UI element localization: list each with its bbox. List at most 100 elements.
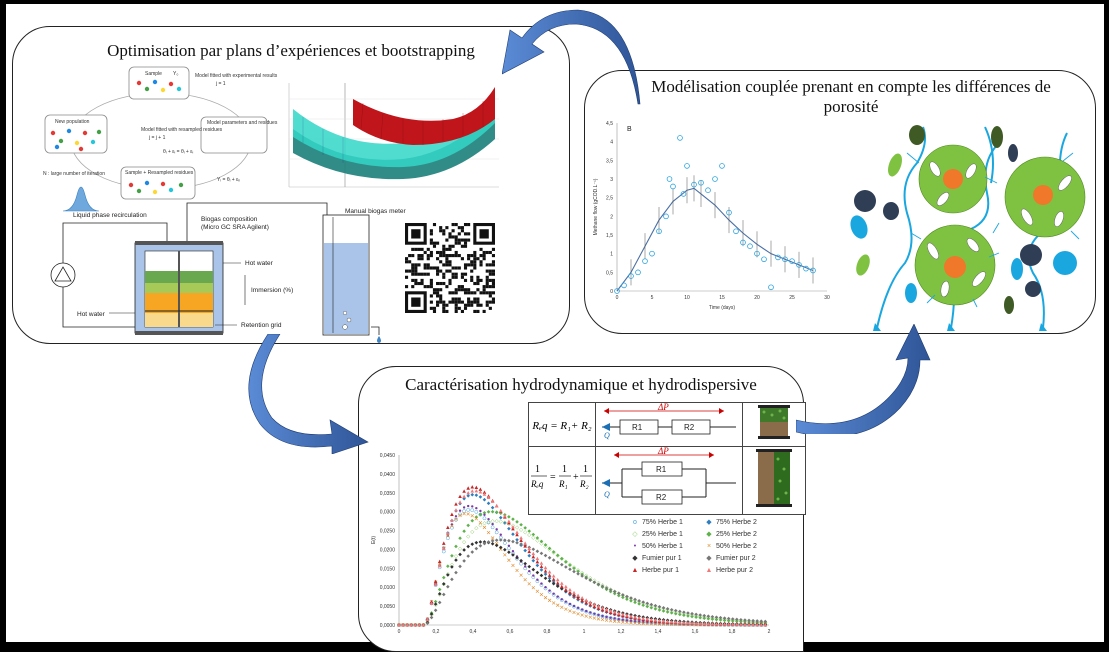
rtd-point <box>535 589 540 593</box>
rtd-point <box>519 536 523 540</box>
rtd-point <box>580 574 584 578</box>
rtd-point <box>657 622 662 626</box>
rtd-point <box>466 554 470 558</box>
rtd-point <box>649 622 654 626</box>
rtd-point <box>735 619 739 624</box>
methane-xtick: 30 <box>824 295 830 301</box>
rtd-point <box>409 623 414 627</box>
rtd-point <box>511 549 515 553</box>
methane-xtick: 0 <box>616 295 619 301</box>
cycle-arrow-top <box>502 9 641 105</box>
rtd-point <box>584 600 589 605</box>
methane-point <box>810 267 816 274</box>
rtd-point <box>462 548 466 552</box>
legend-item: ▲ Herbe pur 1 <box>631 565 705 577</box>
rtd-point <box>486 519 491 525</box>
methane-xtick: 25 <box>789 295 795 301</box>
rtd-point <box>588 615 593 619</box>
rtd-point <box>535 570 540 575</box>
rtd-point <box>718 622 723 626</box>
rtd-point <box>608 616 613 620</box>
rtd-point <box>653 622 658 626</box>
rtd-point <box>503 553 507 557</box>
rtd-point <box>564 565 568 569</box>
rtd-point <box>572 590 576 595</box>
rtd-point <box>532 574 535 577</box>
rtd-point <box>458 509 462 512</box>
rtd-point <box>478 523 483 528</box>
methane-point <box>733 228 739 235</box>
rtd-point <box>539 564 544 569</box>
rtd-point <box>588 602 593 607</box>
rtd-point <box>710 621 715 626</box>
rtd-ytick: 0,0350 <box>380 491 396 497</box>
svg-text:1: 1 <box>583 464 588 475</box>
rtd-point <box>702 613 707 618</box>
rtd-point <box>661 606 666 610</box>
legend-label: Fumier pur 1 <box>642 555 682 562</box>
rtd-point <box>596 582 601 587</box>
rtd-point <box>433 579 438 584</box>
rtd-point <box>564 600 568 603</box>
rtd-point <box>612 589 617 594</box>
rtd-point <box>576 571 580 576</box>
methane-point <box>621 282 627 289</box>
rtd-point <box>450 577 454 582</box>
rtd-point <box>604 615 609 620</box>
rtd-point <box>633 600 637 605</box>
rtd-point <box>446 584 450 589</box>
rtd-point <box>649 605 654 610</box>
rtd-legend: o 75% Herbe 1 ◇ 25% Herbe 1 • 50% Herbe 1 ◆ Fum… <box>631 517 791 574</box>
bootstrap-j-label: j = 1 <box>215 81 226 87</box>
rtd-point <box>735 622 739 626</box>
rtd-point <box>482 516 487 521</box>
rtd-point <box>613 617 616 620</box>
rtd-point <box>540 582 543 585</box>
r2-label-1: R2 <box>684 423 695 432</box>
methane-ytick: 1 <box>610 252 613 258</box>
rtd-point <box>486 495 491 499</box>
rtd-point <box>470 542 475 546</box>
methane-ytick: 4 <box>610 140 613 146</box>
rtd-point <box>730 619 735 623</box>
rtd-point <box>507 538 511 543</box>
rtd-point <box>657 618 662 623</box>
rtd-point <box>572 569 576 574</box>
rtd-point <box>600 607 605 612</box>
rtd-point <box>479 509 482 513</box>
rtd-point <box>686 611 690 615</box>
legend-marker-icon: ▲ <box>631 567 639 574</box>
rtd-point <box>437 559 442 564</box>
qr-code-icon <box>405 223 495 313</box>
rtd-point <box>657 605 662 609</box>
rtd-point <box>466 523 470 528</box>
series-circuit-icon: ΔP Q R1 R2 <box>602 402 736 440</box>
rtd-point <box>454 517 458 522</box>
rtd-point <box>531 567 536 572</box>
rtd-point <box>596 613 601 618</box>
rtd-point <box>698 615 702 620</box>
rtd-xtick: 0,8 <box>544 629 551 635</box>
rtd-point <box>600 614 605 619</box>
rtd-point <box>588 600 593 604</box>
bootstrap-model-fitted-exp: Model fitted with experimental results <box>195 73 278 79</box>
rtd-point <box>608 608 613 613</box>
rtd-point <box>698 613 702 617</box>
rtd-point <box>539 541 544 546</box>
reactor-manual-meter: Manual biogas meter <box>345 208 407 215</box>
rtd-point <box>726 618 731 623</box>
rtd-point <box>625 594 629 599</box>
rtd-point <box>490 499 495 503</box>
rtd-point <box>498 508 503 513</box>
reactor-immersion: Immersion (%) <box>251 287 293 294</box>
rtd-point <box>543 572 548 576</box>
rtd-point <box>511 539 515 544</box>
methane-point <box>705 187 711 193</box>
rtd-point <box>446 525 450 530</box>
rtd-point <box>551 601 556 605</box>
legend-label: 50% Herbe 2 <box>716 543 757 550</box>
rtd-point <box>507 515 511 519</box>
rtd-point <box>474 485 479 490</box>
rtd-point <box>568 590 572 595</box>
rtd-point <box>462 494 466 498</box>
